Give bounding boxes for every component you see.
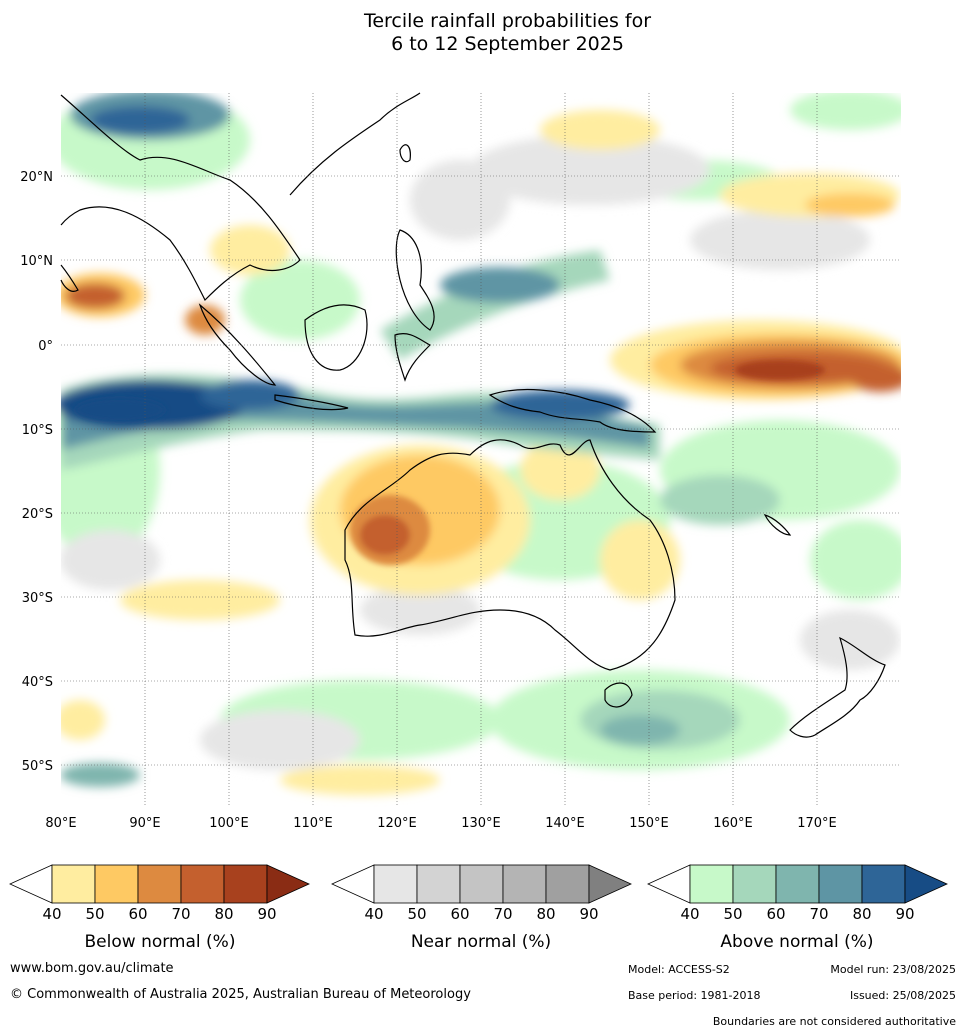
colorbar-tick-label: 50 (85, 905, 104, 920)
near-normal-label: Near normal (%) (410, 932, 552, 952)
issued-text: Issued: 25/08/2025 (849, 989, 956, 1002)
java-coastline (274, 394, 349, 411)
colorbar-extension-low (9, 864, 53, 904)
colorbar-tick-label: 50 (407, 905, 426, 920)
colorbar-tick-label: 70 (809, 905, 828, 920)
colorbar-tick-label: 90 (257, 905, 276, 920)
colorbar-swatch (861, 864, 906, 904)
colorbar-tick-label: 90 (895, 905, 914, 920)
lat-label: 10°N (20, 254, 53, 269)
colorbar-swatch (545, 864, 590, 904)
sulawesi-coastline (394, 333, 432, 382)
longitude-labels: 80°E 90°E 100°E 110°E 120°E 130°E 140°E … (45, 816, 836, 831)
above-normal-label: Above normal (%) (720, 932, 874, 952)
colorbar-swatch (373, 864, 418, 904)
disclaimer-text: Boundaries are not considered authoritat… (712, 1015, 956, 1028)
lon-label: 110°E (293, 816, 333, 831)
colorbar-tick-label: 70 (493, 905, 512, 920)
colorbar-swatch (775, 864, 820, 904)
colorbar-tick-label: 40 (680, 905, 699, 920)
lat-label: 30°S (22, 591, 53, 606)
lat-label: 20°S (22, 507, 53, 522)
colorbar-extension-low (331, 864, 375, 904)
colorbar-swatch (689, 864, 734, 904)
colorbar-swatch (137, 864, 182, 904)
lon-label: 90°E (129, 816, 160, 831)
colorbar-tick-label: 80 (214, 905, 233, 920)
colorbar-tick-label: 50 (723, 905, 742, 920)
copyright-text: © Commonwealth of Australia 2025, Austra… (10, 987, 471, 1002)
lat-label: 50°S (22, 759, 53, 774)
colorbar-swatch (502, 864, 547, 904)
colorbar-tick-label: 70 (171, 905, 190, 920)
lat-label: 0° (38, 339, 53, 354)
colorbar-tick-label: 40 (42, 905, 61, 920)
colorbar-swatch (732, 864, 777, 904)
colorbar-tick-label: 80 (536, 905, 555, 920)
china-coastline (289, 92, 421, 196)
colorbar-extension-high (904, 864, 948, 904)
above-normal-colorbar: 40 50 60 70 80 90 (647, 864, 948, 920)
lat-label: 40°S (22, 675, 53, 690)
new-guinea-coastline (488, 388, 657, 433)
colorbar-tick-label: 60 (450, 905, 469, 920)
lon-label: 120°E (377, 816, 417, 831)
colorbar-extension-low (647, 864, 691, 904)
colorbar-tick-label: 60 (128, 905, 147, 920)
below-normal-label: Below normal (%) (84, 932, 236, 952)
website-link[interactable]: www.bom.gov.au/climate (10, 961, 174, 976)
lat-label: 20°N (20, 170, 53, 185)
new-caledonia-coastline (763, 514, 792, 536)
coastlines (60, 92, 886, 738)
lon-label: 140°E (545, 816, 585, 831)
base-period-text: Base period: 1981-2018 (628, 989, 761, 1002)
colorbar-swatch (51, 864, 96, 904)
colorbar-tick-label: 40 (364, 905, 383, 920)
colorbar-extension-high (266, 864, 310, 904)
lon-label: 130°E (461, 816, 501, 831)
near-normal-colorbar: 40 50 60 70 80 90 (331, 864, 632, 920)
latitude-labels: 20°N 10°N 0° 10°S 20°S 30°S 40°S 50°S (20, 170, 53, 774)
map-title: Tercile rainfall probabilities for 6 to … (0, 10, 965, 56)
title-line-1: Tercile rainfall probabilities for (363, 10, 652, 32)
colorbar-swatch (223, 864, 268, 904)
borneo-coastline (304, 304, 368, 371)
taiwan-coastline (399, 144, 411, 163)
colorbar-tick-label: 80 (852, 905, 871, 920)
philippines-coastline (395, 229, 435, 331)
colorbar-extension-high (588, 864, 632, 904)
new-zealand-coastline (789, 636, 886, 738)
title-line-2: 6 to 12 September 2025 (391, 33, 624, 55)
colorbar-swatch (180, 864, 225, 904)
below-normal-colorbar: 40 50 60 70 80 90 (9, 864, 310, 920)
sumatra-coastline (198, 303, 277, 386)
australia-coastline (344, 439, 676, 671)
rainfall-probability-map: 20°N 10°N 0° 10°S 20°S 30°S 40°S 50°S 80… (20, 92, 901, 831)
colorbar-legends: 40 50 60 70 80 90 40 50 60 70 80 90 40 50 60 70 80 90 (9, 864, 948, 920)
india-coastline (60, 264, 79, 292)
colorbar-swatch (416, 864, 461, 904)
lat-label: 10°S (22, 423, 53, 438)
colorbar-swatch (94, 864, 139, 904)
tasmania-coastline (604, 682, 633, 708)
colorbar-swatch (818, 864, 863, 904)
lon-label: 100°E (209, 816, 249, 831)
colorbar-swatch (459, 864, 504, 904)
lon-label: 150°E (629, 816, 669, 831)
colorbar-tick-label: 90 (579, 905, 598, 920)
lon-label: 80°E (45, 816, 76, 831)
asia-coastline (60, 94, 301, 302)
lon-label: 170°E (797, 816, 837, 831)
model-run-text: Model run: 23/08/2025 (830, 963, 956, 976)
model-text: Model: ACCESS-S2 (628, 963, 730, 976)
colorbar-tick-label: 60 (766, 905, 785, 920)
lon-label: 160°E (713, 816, 753, 831)
gridlines (61, 93, 901, 807)
